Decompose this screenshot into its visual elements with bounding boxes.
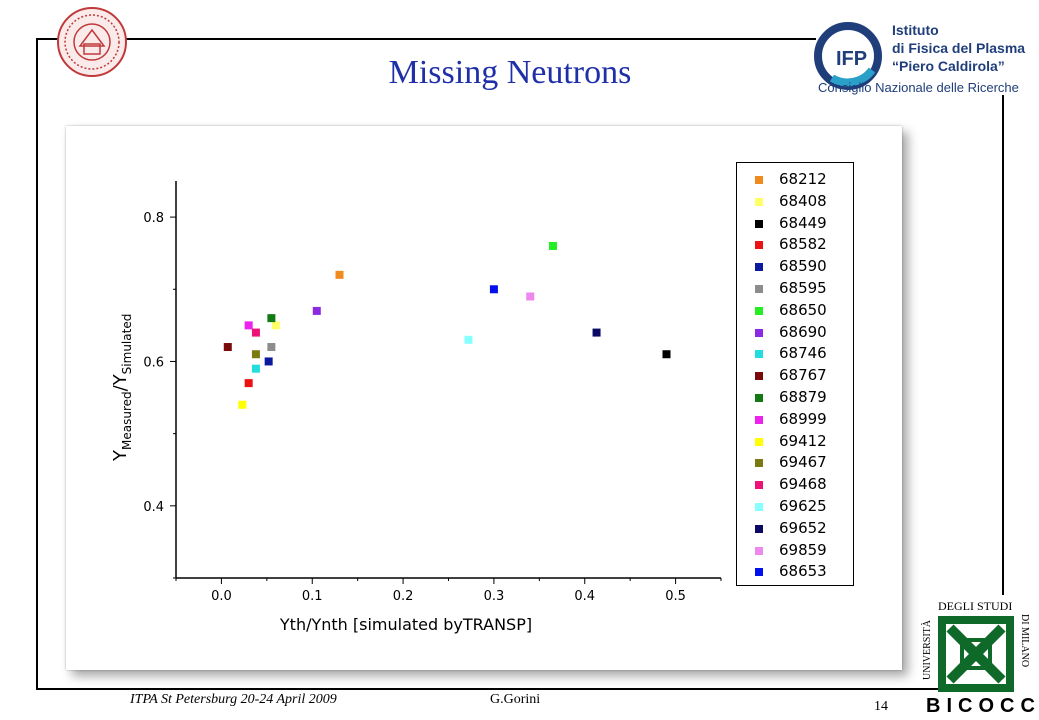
data-point <box>251 350 260 359</box>
x-tick-label: 0.1 <box>302 589 323 604</box>
y-tick-label: 0.8 <box>143 211 164 226</box>
ifp-name-line2: di Fisica del Plasma <box>892 40 1026 56</box>
legend-swatch <box>755 394 763 402</box>
legend-label: 68582 <box>779 235 827 254</box>
footer-conference: ITPA St Petersburg 20-24 April 2009 <box>130 692 337 707</box>
data-point <box>223 343 232 352</box>
legend-label: 69625 <box>779 497 827 515</box>
legend-label: 69859 <box>779 540 827 559</box>
x-axis-label: Yth/Ynth [simulated byTRANSP] <box>279 615 532 634</box>
y-label-sub1: Measured <box>120 391 134 450</box>
y-tick-label: 0.4 <box>143 500 164 515</box>
data-point <box>489 285 498 294</box>
slide-frame-top <box>36 38 816 40</box>
data-point <box>244 379 253 388</box>
ifp-name-line4: Consiglio Nazionale delle Ricerche <box>818 80 1019 95</box>
ifp-logo: IFP <box>814 22 882 90</box>
data-point <box>267 343 276 352</box>
y-axis-label: YMeasured/YSimulated <box>110 314 134 462</box>
data-point <box>251 364 260 373</box>
legend-swatch <box>755 176 763 184</box>
data-point <box>244 321 253 330</box>
legend-swatch <box>755 263 763 272</box>
ifp-name-line1: Istituto <box>892 22 939 38</box>
data-point <box>526 292 535 301</box>
legend-label: 68590 <box>779 257 827 276</box>
x-tick-label: 0.3 <box>484 589 505 604</box>
legend-label: 69467 <box>779 453 827 472</box>
legend-swatch <box>755 197 763 206</box>
legend-swatch <box>755 546 763 555</box>
slide-frame-left <box>36 38 38 688</box>
legend-swatch <box>755 503 763 511</box>
data-point <box>662 350 671 359</box>
y-label-sub2: Simulated <box>120 314 134 375</box>
legend-label: 68408 <box>779 191 827 210</box>
legend-swatch <box>755 241 763 250</box>
y-tick-label: 0.6 <box>143 355 164 370</box>
legend-label: 69468 <box>779 475 827 494</box>
data-point <box>238 400 247 409</box>
legend-swatch <box>755 219 763 228</box>
legend-label: 68650 <box>779 300 827 319</box>
legend-swatch <box>755 372 763 381</box>
legend-label: 68212 <box>779 170 827 188</box>
legend-swatch <box>755 415 763 424</box>
data-point <box>335 270 344 279</box>
chart-panel: 0.0 0.1 0.2 0.3 0.4 0.5 0.4 0.6 0.8 Yth/Ynth [si… <box>66 126 902 670</box>
legend-label: 68999 <box>779 409 827 428</box>
svg-text:YMeasured/YSimulated: YMeasured/YSimulated <box>110 314 134 462</box>
bicocca-university-logo: DEGLI STUDI UNIVERSITÀ DI MILANO BICOCCA <box>921 599 1036 716</box>
page-number: 14 <box>874 699 888 714</box>
data-point <box>312 306 321 315</box>
legend-label: 68653 <box>779 562 827 581</box>
legend-swatch <box>755 568 763 577</box>
legend-swatch <box>755 524 763 533</box>
y-label-main: Y <box>110 449 131 462</box>
data-point <box>592 328 601 337</box>
legend-swatch <box>755 437 763 446</box>
legend-label: 68595 <box>779 279 827 297</box>
legend-label: 69652 <box>779 518 827 537</box>
legend-label: 68746 <box>779 344 827 363</box>
data-point <box>464 335 473 344</box>
x-tick-label: 0.4 <box>574 589 595 604</box>
bicocca-left-text: UNIVERSITÀ <box>921 619 933 680</box>
x-tick-label: 0.2 <box>393 589 414 604</box>
slide-frame-right <box>1002 95 1004 595</box>
legend-swatch <box>755 328 763 337</box>
x-tick-label: 0.5 <box>665 589 686 604</box>
legend-swatch <box>755 459 763 468</box>
scatter-plot: 0.0 0.1 0.2 0.3 0.4 0.5 0.4 0.6 0.8 Yth/Ynth [si… <box>110 181 722 634</box>
ifp-name-line3: “Piero Caldirola” <box>892 58 1005 74</box>
legend-swatch <box>755 350 763 359</box>
slide-title: Missing Neutrons <box>388 54 632 91</box>
legend-swatch <box>755 481 763 490</box>
footer-author: G.Gorini <box>490 692 541 707</box>
data-point <box>264 357 273 366</box>
y-label-mid: /Y <box>110 373 131 391</box>
data-point <box>267 314 276 323</box>
legend-label: 68767 <box>779 366 827 385</box>
university-seal-logo <box>57 7 127 77</box>
bicocca-bottom-text: BICOCCA <box>926 695 1036 716</box>
x-tick-label: 0.0 <box>211 589 232 604</box>
slide-frame-bottom <box>36 688 1006 690</box>
ifp-mark-text: IFP <box>836 48 867 70</box>
legend-label: 68449 <box>779 213 827 232</box>
legend-swatch <box>755 285 763 293</box>
legend-label: 69412 <box>779 431 827 450</box>
chart-legend: 68212 68408 68449 68582 68590 68595 68650 68690… <box>736 162 854 586</box>
data-point <box>251 328 260 337</box>
data-point <box>271 321 280 330</box>
legend-swatch <box>755 306 763 315</box>
data-point <box>548 241 557 250</box>
legend-label: 68879 <box>779 388 827 406</box>
legend-label: 68690 <box>779 322 827 341</box>
bicocca-right-text: DI MILANO <box>1019 614 1030 667</box>
bicocca-top-text: DEGLI STUDI <box>938 599 1012 613</box>
